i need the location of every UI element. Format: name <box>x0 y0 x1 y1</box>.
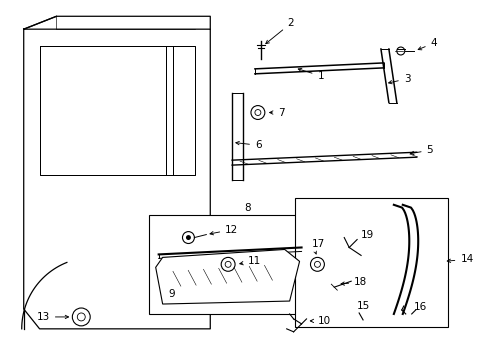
Polygon shape <box>156 249 299 304</box>
Text: 2: 2 <box>266 18 294 44</box>
Text: 17: 17 <box>312 239 325 249</box>
Text: 4: 4 <box>418 38 437 50</box>
Text: 9: 9 <box>169 289 175 299</box>
Text: 6: 6 <box>236 140 262 150</box>
Bar <box>294 198 448 327</box>
Text: 10: 10 <box>310 316 331 326</box>
Text: 1: 1 <box>298 68 324 81</box>
Text: 8: 8 <box>245 203 251 213</box>
Text: 16: 16 <box>414 302 427 312</box>
Text: 19: 19 <box>361 230 374 239</box>
Circle shape <box>186 235 191 240</box>
Bar <box>149 215 310 314</box>
Text: 18: 18 <box>341 277 368 287</box>
Text: 3: 3 <box>389 74 411 84</box>
Text: 12: 12 <box>210 225 239 235</box>
Text: 14: 14 <box>447 255 473 264</box>
Text: 15: 15 <box>357 301 370 311</box>
Text: 11: 11 <box>240 256 261 266</box>
Text: 7: 7 <box>270 108 284 117</box>
Text: 5: 5 <box>411 145 433 155</box>
Text: 13: 13 <box>37 312 69 322</box>
